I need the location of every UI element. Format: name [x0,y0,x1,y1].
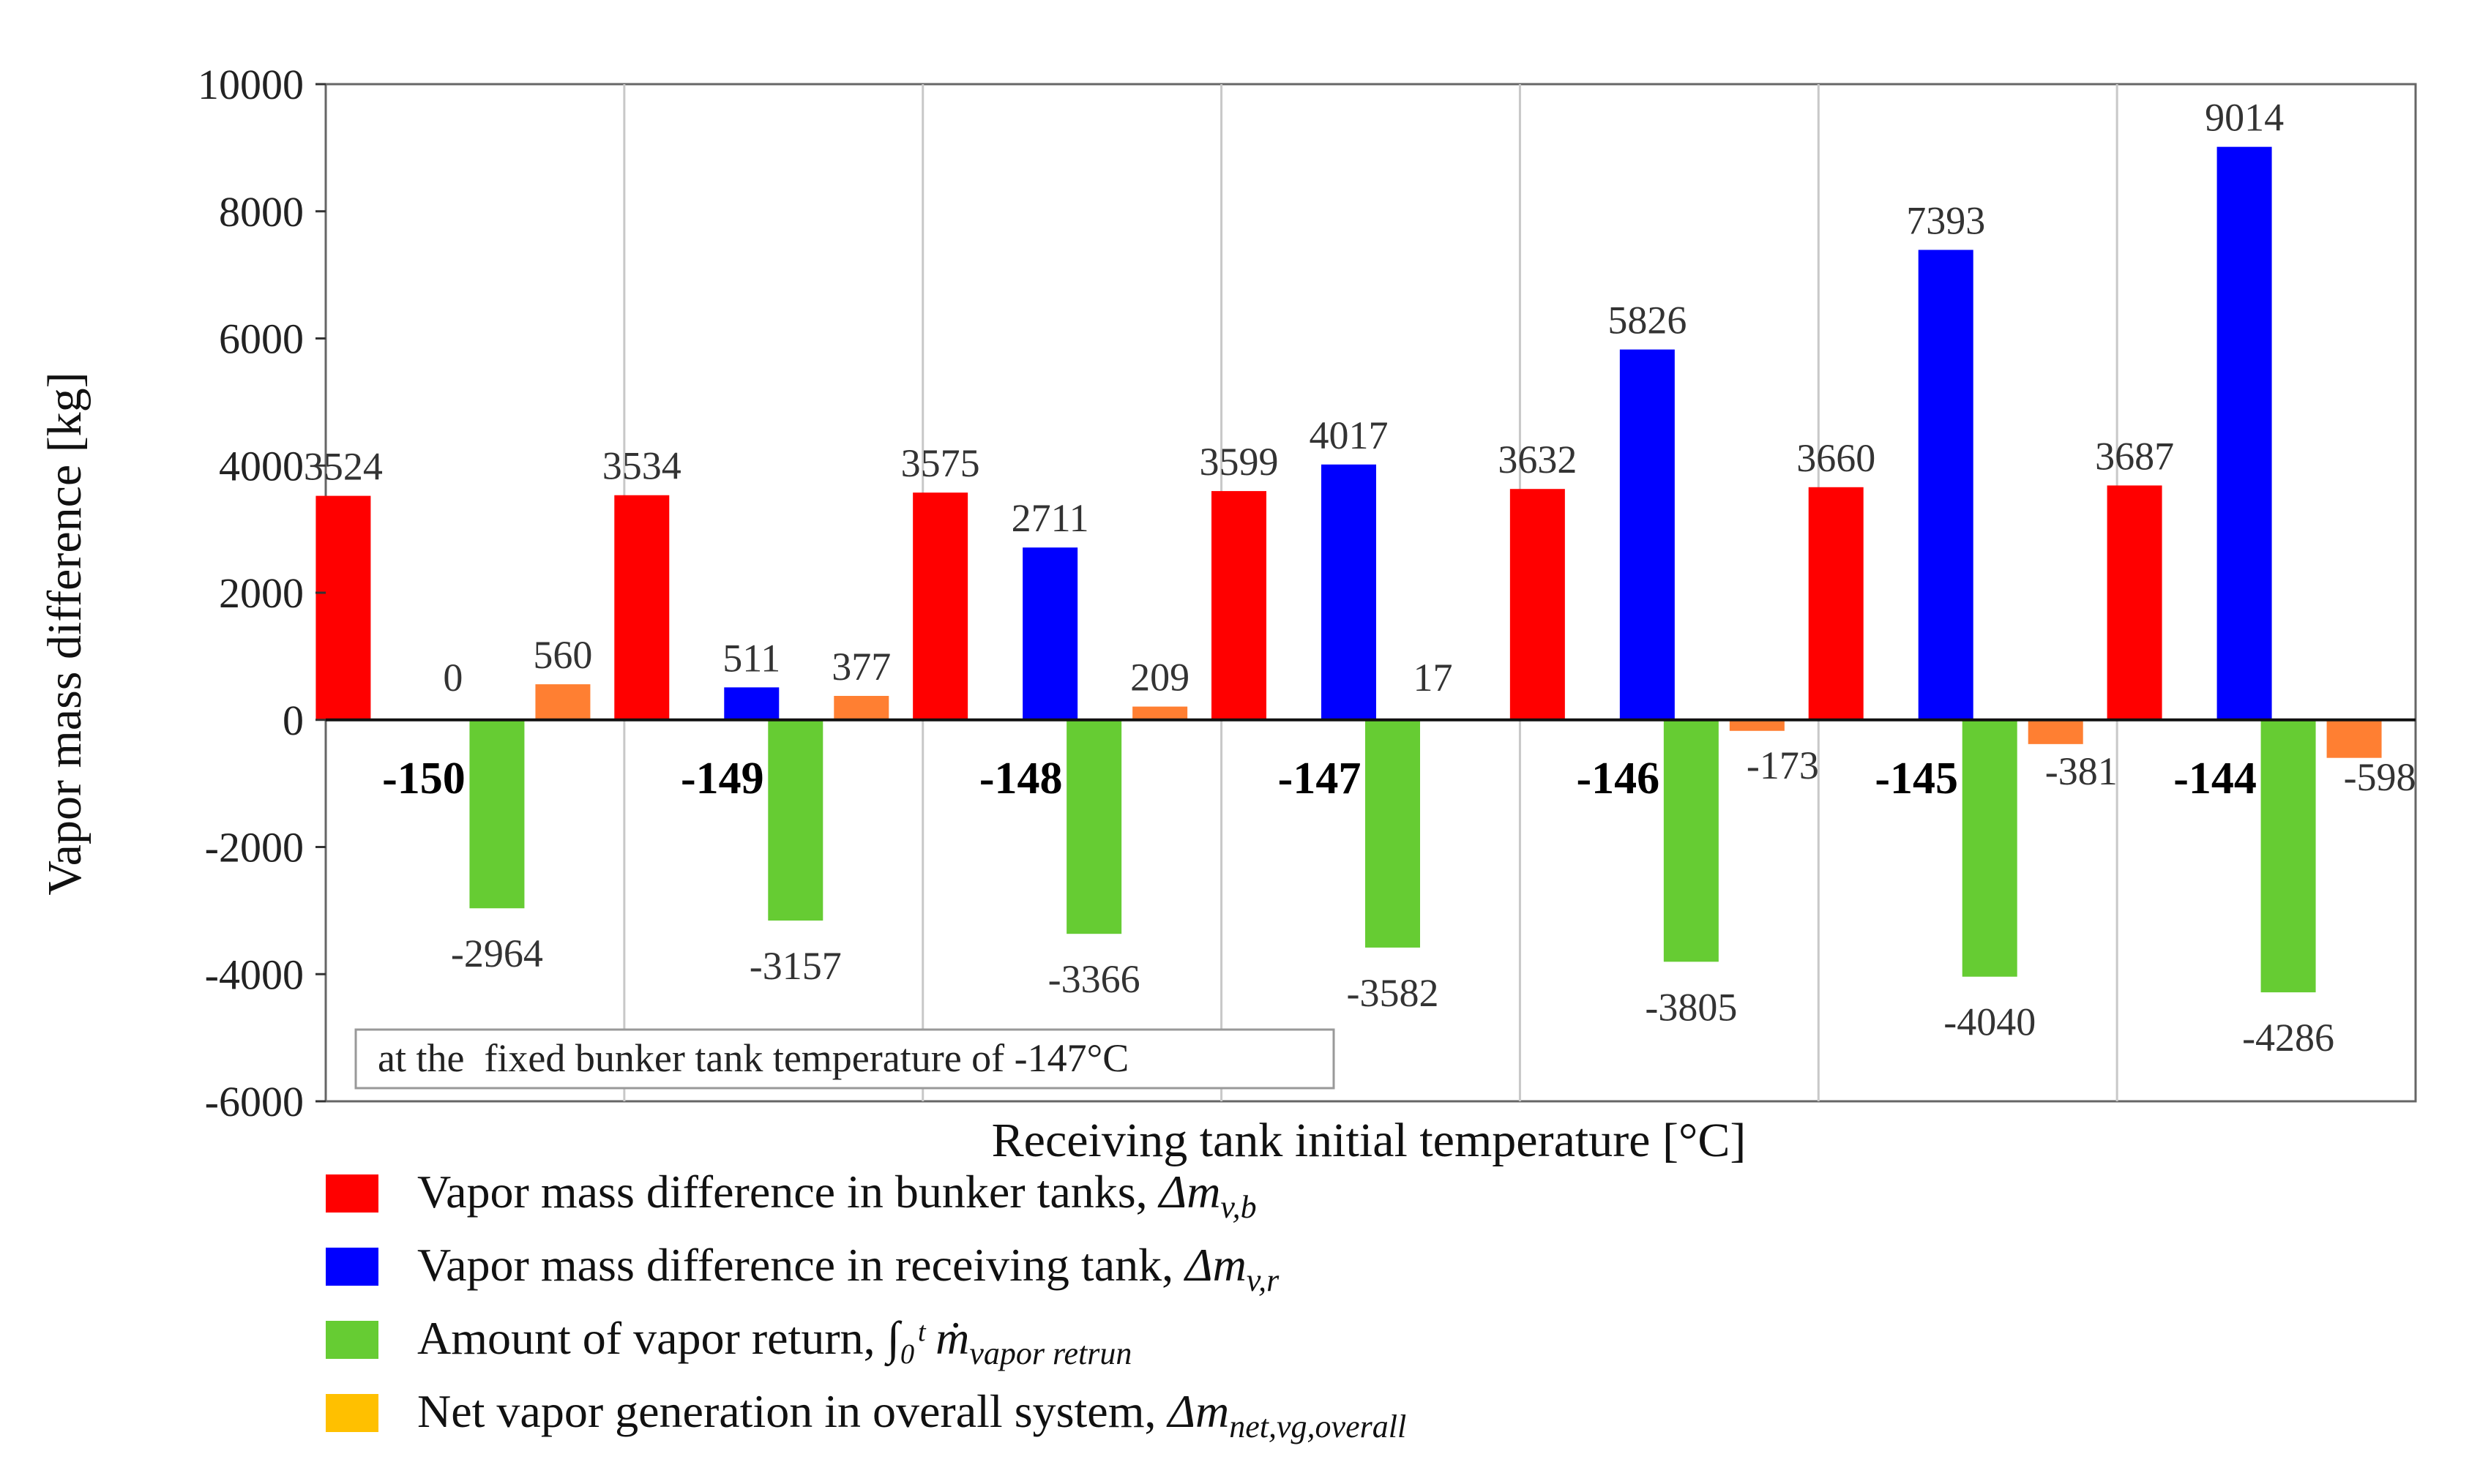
bar-4 [2028,719,2083,744]
bar-4 [1729,719,1785,731]
data-label: 511 [722,636,780,680]
bar-3 [1365,719,1420,948]
y-tick-label: -2000 [205,824,304,872]
data-label: 2711 [1012,496,1089,540]
data-label: 7393 [1906,198,1985,242]
annotation-text: at the fixed bunker tank temperature of … [378,1036,1129,1080]
y-tick-label: -4000 [205,951,304,998]
bar-1 [315,495,371,720]
data-label: -3366 [1048,957,1140,1001]
data-label: -173 [1747,743,1819,787]
bar-3 [1962,719,2017,977]
data-label: -381 [2045,749,2118,793]
data-label: 3599 [1200,440,1279,484]
data-label: -4286 [2242,1016,2334,1060]
category-label: -148 [979,754,1063,803]
data-label: -3157 [750,944,842,988]
data-label: 5826 [1607,299,1687,342]
data-label: 3687 [2095,434,2174,478]
data-label: 4017 [1310,413,1389,457]
category-label: -146 [1577,754,1660,803]
bar-4 [2326,719,2382,758]
labels-layer: 3524 0 -2964 560 -150 3534 511 -3157 377 -149 3575… [304,96,2416,1060]
data-label: -3582 [1347,971,1439,1015]
data-label: 0 [443,656,463,700]
data-label: 9014 [2205,96,2284,140]
category-label: -147 [1278,754,1362,803]
bar-1 [1808,487,1864,720]
legend-label-1: Vapor mass difference in bunker tanks, Δ… [417,1166,1257,1225]
bar-2 [2216,146,2272,720]
legend-swatch-4 [326,1394,378,1432]
bar-1 [614,495,670,720]
bar-4 [1132,706,1188,720]
bar-3 [768,719,823,921]
bar-4 [834,695,889,720]
legend-label-4: Net vapor generation in overall system, … [417,1385,1406,1444]
category-label: -144 [2173,754,2257,803]
data-label: -2964 [451,932,543,975]
data-label: 560 [533,633,592,677]
legend-swatch-3 [326,1321,378,1359]
grid-layer [324,83,2417,1103]
bar-3 [2260,719,2316,993]
data-label: 3575 [901,441,980,485]
bar-3 [469,719,525,909]
y-tick-label: 2000 [219,569,304,617]
data-label: -3805 [1645,985,1737,1029]
bar-2 [1918,250,1973,720]
x-axis-title: Receiving tank initial temperature [°C] [992,1114,1747,1167]
legend: Vapor mass difference in bunker tanks, Δ… [326,1166,1406,1444]
bar-4 [535,684,591,720]
bar-2 [1023,547,1078,720]
annotation-box: at the fixed bunker tank temperature of … [354,1028,1335,1090]
y-tick-label: -6000 [205,1078,304,1125]
y-tick-label: 6000 [219,315,304,363]
bar-3 [1067,719,1122,934]
category-label: -145 [1875,754,1958,803]
axis-layer: 10000 8000 6000 4000 2000 0 -2000 -4000 -6000 [198,61,2416,1125]
data-label: 3632 [1498,438,1577,481]
bar-2 [1321,464,1376,720]
bar-1 [1211,491,1266,720]
bar-1 [1509,489,1565,720]
y-tick-label: 10000 [198,61,304,108]
bar-1 [913,492,968,720]
bar-1 [2107,485,2162,720]
bar-2 [1619,349,1675,720]
data-label: -4040 [1943,1000,2036,1044]
data-label: 3660 [1796,436,1875,480]
y-axis-title: Vapor mass difference [kg] [38,372,91,895]
data-label: 3534 [602,444,681,488]
category-label: -150 [382,754,466,803]
data-label: 209 [1130,656,1189,700]
legend-swatch-2 [326,1248,378,1286]
category-label: -149 [681,754,764,803]
data-label: -598 [2344,755,2416,799]
bars-layer [315,146,2382,993]
data-label: 17 [1413,656,1453,700]
legend-label-2: Vapor mass difference in receiving tank,… [417,1239,1280,1298]
y-tick-label: 0 [283,697,304,744]
bar-3 [1663,719,1719,962]
data-label: 3524 [304,445,383,489]
y-tick-label: 8000 [219,188,304,236]
legend-swatch-1 [326,1174,378,1213]
data-label: 377 [832,645,891,689]
legend-label-3: Amount of vapor return, ∫₀ᵗ ṁvapor retru… [417,1312,1132,1371]
bar-2 [724,687,780,720]
y-tick-label: 4000 [219,442,304,490]
